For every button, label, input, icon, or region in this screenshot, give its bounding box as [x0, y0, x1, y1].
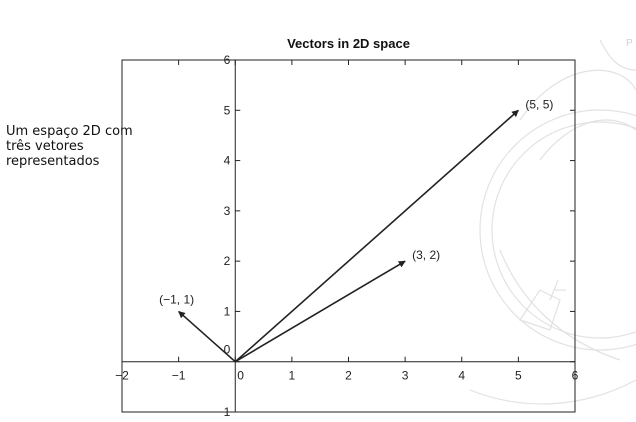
- vector-arrow-1: [234, 260, 406, 363]
- x-tick-label: −2: [115, 369, 129, 383]
- x-tick-label: 5: [515, 369, 522, 383]
- x-tick-label: 2: [345, 369, 352, 383]
- x-tick-label: 3: [402, 369, 409, 383]
- x-tick-label: 1: [289, 369, 296, 383]
- y-tick-label: 6: [224, 53, 231, 67]
- y-tick-label: 2: [224, 254, 231, 268]
- y-tick-label: −1: [217, 405, 231, 419]
- figure-caption: Um espaço 2D com três vetores representa…: [6, 124, 133, 169]
- x-tick-label: 0: [237, 369, 244, 383]
- vector-arrow-0: [234, 109, 519, 363]
- y-tick-label: 4: [224, 154, 231, 168]
- vector-label-2: (−1, 1): [159, 292, 194, 306]
- vector-label-0: (5, 5): [525, 97, 553, 111]
- vector-arrow-2: [178, 310, 236, 363]
- x-tick-label: 6: [572, 369, 579, 383]
- watermark-letter: P: [626, 38, 633, 49]
- y-tick-label: 0: [224, 343, 231, 357]
- vector-label-1: (3, 2): [412, 248, 440, 262]
- x-tick-label: 4: [458, 369, 465, 383]
- y-tick-label: 1: [224, 304, 231, 318]
- y-tick-label: 3: [224, 204, 231, 218]
- x-tick-label: −1: [172, 369, 186, 383]
- y-tick-label: 5: [224, 103, 231, 117]
- chart-title: Vectors in 2D space: [287, 36, 410, 51]
